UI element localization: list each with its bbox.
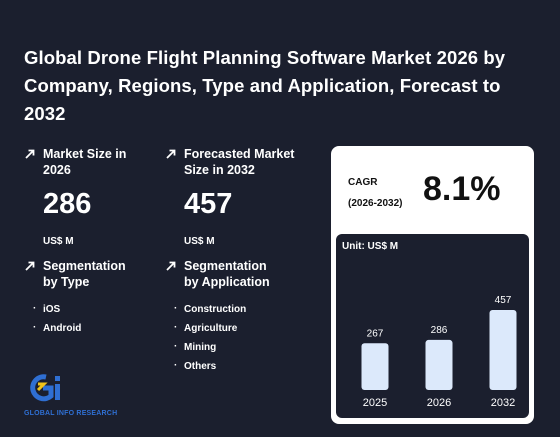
cagr-label: CAGR (2026-2032) [348,172,402,214]
bar-value-label: 286 [431,325,448,336]
bar-chart: 267 2025 286 2026 457 2032 [361,295,517,409]
cagr-card: CAGR (2026-2032) 8.1% Unit: US$ M 267 202… [331,146,534,424]
gir-logo-icon [30,374,60,402]
list-item: Agriculture [174,318,315,338]
segmentation-application-block: Segmentation by Application Construction… [165,258,315,376]
trend-arrow-icon [25,261,35,271]
chart-bar [489,310,517,390]
logo-text: GLOBAL INFO RESEARCH [24,410,118,417]
application-list: Construction Agriculture Mining Others [165,299,315,376]
market-size-label: Market Size in 2026 [43,147,127,177]
bar-value-label: 457 [495,295,512,306]
chart-unit-label: Unit: US$ M [342,241,399,252]
cagr-label-line2: (2026-2032) [348,198,403,209]
trend-arrow-icon [166,149,176,159]
bar-value-label: 267 [367,328,384,339]
market-size-unit: US$ M [43,236,74,247]
segmentation-application-label: Segmentation by Application [184,259,270,289]
list-item: Android [33,318,154,338]
market-chart: Unit: US$ M 267 2025 286 2026 457 2032 [336,234,529,418]
cagr-label-line1: CAGR [348,177,378,188]
market-size-block: Market Size in 2026 286 US$ M [24,146,144,247]
forecast-unit: US$ M [184,236,215,247]
list-item: Mining [174,337,315,357]
list-item: iOS [33,299,154,319]
forecast-block: Forecasted Market Size in 2032 457 US$ M [165,146,315,247]
trend-arrow-icon [25,149,35,159]
forecast-label: Forecasted Market Size in 2032 [184,147,295,177]
x-tick-label: 2025 [363,397,387,409]
x-tick-label: 2026 [427,397,451,409]
cagr-value: 8.1% [423,170,501,208]
segmentation-type-block: Segmentation by Type iOS Android [24,258,154,338]
list-item: Construction [174,299,315,319]
company-logo: GLOBAL INFO RESEARCH [24,372,138,417]
chart-bar [361,343,389,390]
trend-arrow-icon [166,261,176,271]
chart-bar [425,339,453,390]
market-size-value: 286 [43,188,92,220]
segmentation-type-label: Segmentation by Type [43,259,126,289]
x-tick-label: 2032 [491,397,515,409]
forecast-value: 457 [184,188,233,220]
type-list: iOS Android [24,299,154,338]
report-title: Global Drone Flight Planning Software Ma… [24,47,506,124]
list-item: Others [174,356,315,376]
